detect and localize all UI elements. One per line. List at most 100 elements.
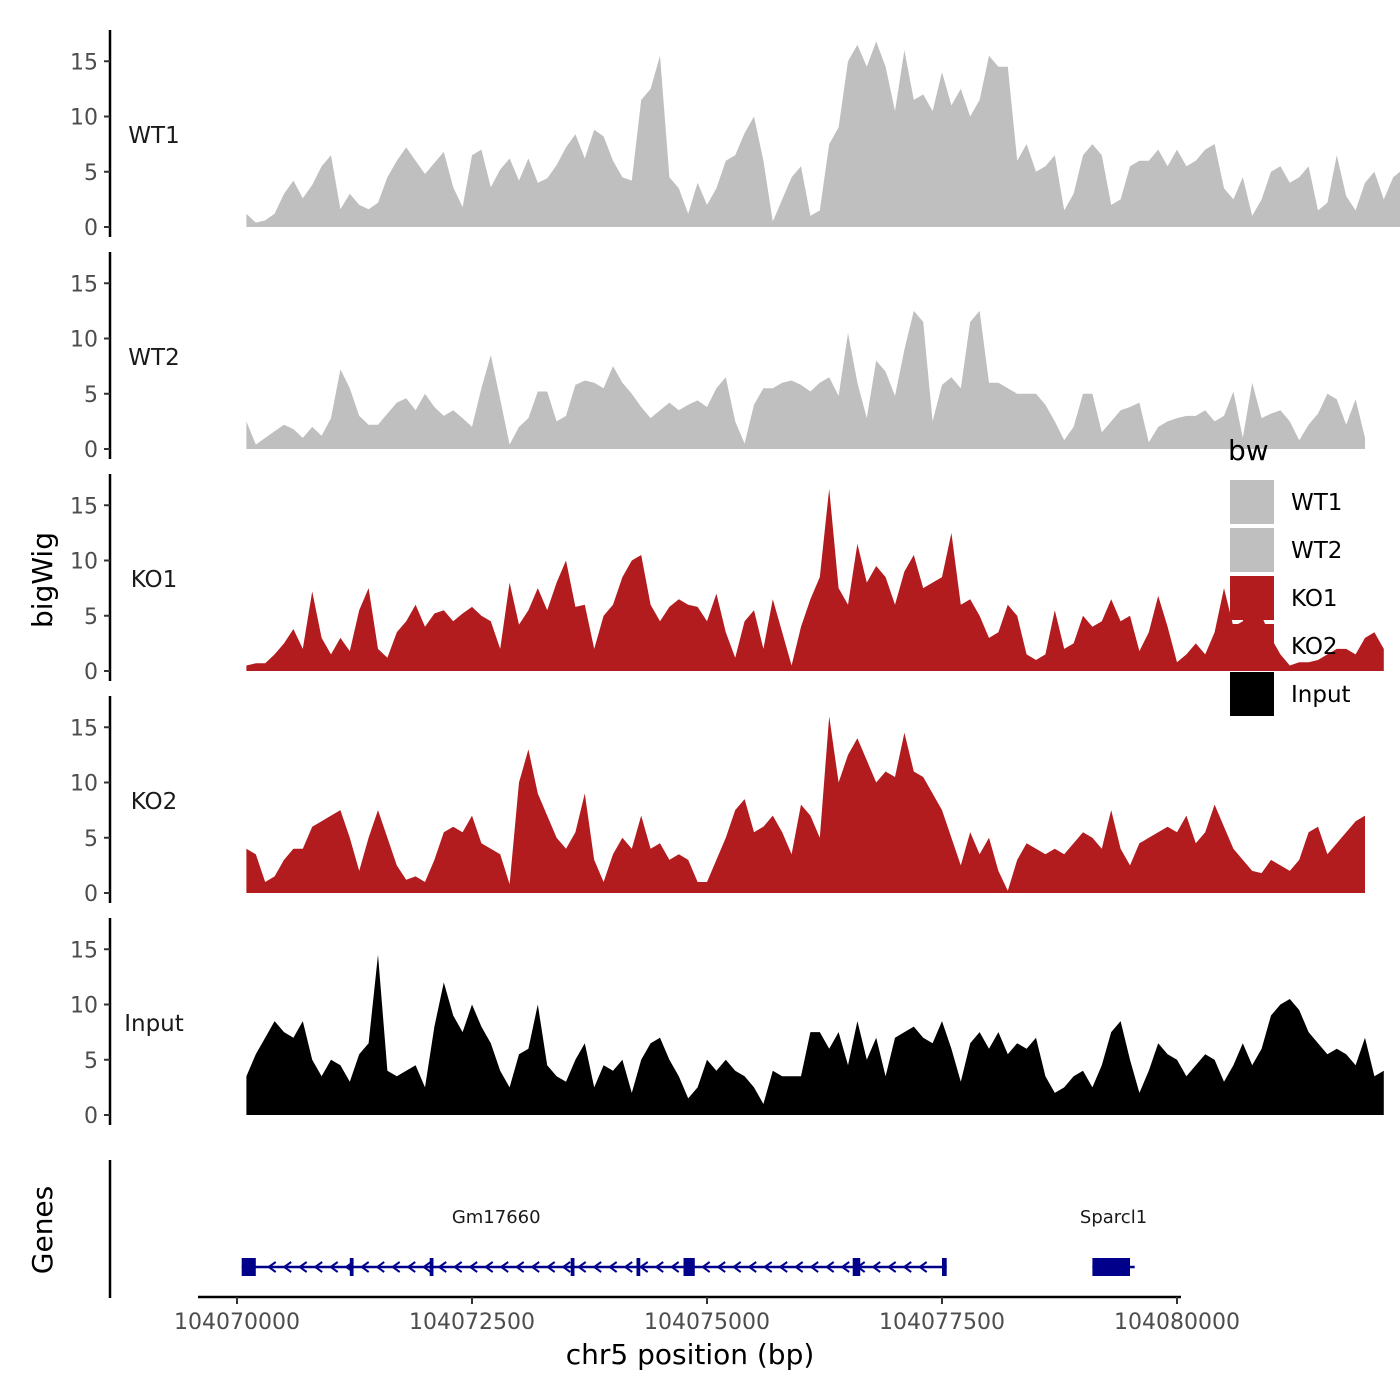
x-tick-label: 104075000 [644,1310,770,1335]
legend: bw WT1 WT2 KO1 KO2 Input [1228,434,1351,716]
strand-arrow [793,1261,804,1273]
y-tick-label: 0 [84,438,98,463]
track-wt2: 0 5 10 15 WT2 [70,252,1365,463]
exon [636,1258,641,1276]
y-tick-label: 15 [70,50,98,75]
strand-arrow [592,1261,602,1273]
legend-label: WT1 [1291,490,1342,516]
legend-swatch [1230,624,1274,668]
y-tick-label: 0 [84,1104,98,1129]
y-tick-label: 15 [70,938,98,963]
strand-arrow [313,1261,323,1273]
y-tick-label: 15 [70,272,98,297]
strand-arrow [359,1261,370,1273]
strand-arrow [731,1261,742,1273]
strand-arrow [297,1261,308,1273]
strand-arrow [607,1261,618,1273]
y-tick-label: 15 [70,494,98,519]
x-tick-label: 104080000 [1114,1310,1240,1335]
genes-axis-title: Genes [26,1186,59,1274]
strand-arrow [886,1261,897,1273]
legend-item-wt2: WT2 [1230,528,1342,572]
track-ko1: 0 5 10 15 KO1 [70,474,1384,685]
track-input: 0 5 10 15 Input [70,918,1384,1129]
exon [683,1258,695,1276]
gene-sparcl1: Sparcl1 [1080,1207,1147,1276]
strand-arrow [747,1261,757,1273]
gene-label: Sparcl1 [1080,1207,1147,1228]
legend-swatch [1230,576,1274,620]
y-tick-label: 5 [84,827,98,852]
strand-arrow [654,1261,664,1273]
strand-arrow [266,1261,277,1273]
y-tick-label: 5 [84,383,98,408]
strand-arrow [375,1261,385,1273]
y-tick-label: 5 [84,605,98,630]
y-tick-label: 5 [84,161,98,186]
legend-item-input: Input [1230,672,1351,716]
exon [349,1258,354,1276]
exon [1092,1258,1130,1276]
area-ko1 [246,488,1384,671]
legend-label: WT2 [1291,538,1342,564]
y-tick-label: 10 [70,994,98,1019]
y-tick-label: 0 [84,660,98,685]
y-tick-label: 10 [70,328,98,353]
strand-arrow [437,1261,447,1273]
strand-arrow [499,1261,509,1273]
strand-arrow [871,1261,881,1273]
area-ko2 [246,716,1365,893]
legend-label: Input [1291,682,1351,708]
x-axis: 104070000 104072500 104075000 104077500 1040… [174,1295,1240,1335]
legend-swatch [1230,480,1274,524]
strand-arrow [514,1261,525,1273]
strand-arrow [530,1261,540,1273]
strand-arrow [576,1261,587,1273]
strand-arrow [421,1261,432,1273]
track-ko2: 0 5 10 15 KO2 [70,696,1365,907]
area-wt1 [246,41,1400,227]
legend-item-ko2: KO2 [1230,624,1338,668]
track-wt1: 0 5 10 15 WT1 [70,30,1400,241]
area-wt2 [246,310,1365,449]
track-label: KO1 [131,567,178,593]
strand-arrow [840,1261,850,1273]
strand-arrow [406,1261,416,1273]
strand-arrow [561,1261,571,1273]
legend-item-ko1: KO1 [1230,576,1338,620]
track-label: KO2 [131,789,178,815]
gene-gm17660: Gm17660 [241,1207,947,1276]
strand-arrow [902,1261,912,1273]
strand-arrow [468,1261,478,1273]
legend-swatch [1230,528,1274,572]
strand-arrow [328,1261,339,1273]
exon [942,1258,947,1276]
strand-arrow [762,1261,773,1273]
y-tick-label: 10 [70,550,98,575]
strand-arrow [778,1261,788,1273]
exon [241,1258,256,1276]
strand-arrow [824,1261,835,1273]
x-tick-label: 104077500 [879,1310,1005,1335]
gene-label: Gm17660 [452,1207,541,1228]
track-label: WT1 [128,123,179,149]
strand-arrow [623,1261,633,1273]
legend-item-wt1: WT1 [1230,480,1342,524]
strand-arrow [545,1261,556,1273]
area-input [246,954,1384,1115]
track-label: Input [124,1011,184,1037]
strand-arrow [700,1261,711,1273]
y-tick-label: 15 [70,716,98,741]
y-tick-label: 10 [70,106,98,131]
strand-arrow [917,1261,928,1273]
legend-label: KO2 [1291,634,1338,660]
legend-swatch [1230,672,1274,716]
strand-arrow [390,1261,401,1273]
x-tick-label: 104070000 [174,1310,300,1335]
strand-arrow [809,1261,819,1273]
strand-arrow [716,1261,726,1273]
strand-arrow [452,1261,463,1273]
y-tick-label: 5 [84,1049,98,1074]
